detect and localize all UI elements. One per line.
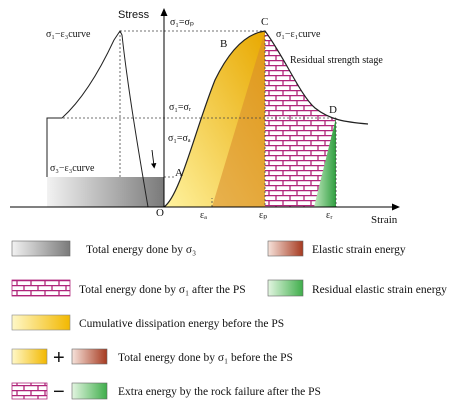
y-axis-label: Stress [118, 9, 150, 21]
guide-lines [47, 30, 337, 207]
legend-label-brick: Total energy done by σ₁ after the PS [79, 284, 246, 296]
point-b-label: B [220, 38, 227, 50]
elastic-strain-area [212, 31, 265, 207]
plus-symbol: + [53, 347, 65, 369]
tick-epsilon-p: εₚ [259, 210, 267, 221]
x-axis-label: Strain [371, 214, 398, 226]
legend-label-brick-minus-green: Extra energy by the rock failure after t… [118, 386, 321, 398]
sigma-r-label: σ₁=σᵣ [169, 102, 192, 113]
legend-swatch-yellow [11, 314, 71, 331]
legend-swatch-brick [11, 279, 71, 297]
legend-label-yellow: Cumulative dissipation energy before the… [79, 318, 284, 330]
tick-epsilon-a: εₐ [200, 210, 207, 221]
origin-label: O [156, 207, 164, 219]
legend-swatch-red-2 [71, 348, 108, 365]
legend-swatch-grey [11, 240, 71, 257]
sigma-a-arrow [150, 149, 157, 169]
legend-swatch-brick-2 [11, 382, 48, 400]
sigma-peak-label: σ₁=σₚ [170, 17, 194, 28]
residual-stage-label: Residual strength stage [290, 55, 383, 66]
sigma-a-label: σ₁=σₐ [168, 133, 191, 144]
point-a-label: A [175, 167, 183, 179]
minus-symbol: − [53, 381, 65, 403]
sigma1-epsilon3-curve [46, 30, 164, 208]
right-curve-label: σ₁−ε₁curve [276, 29, 321, 40]
point-d-label: D [329, 104, 337, 116]
legend: Total energy done by σ₃ Elastic strain e… [11, 240, 447, 403]
lower-left-curve-label: σ₃−ε₃curve [50, 163, 95, 174]
legend-swatch-green [267, 279, 304, 297]
left-curve-label: σ₁−ε₃curve [46, 29, 91, 40]
legend-label-grey: Total energy done by σ₃ [86, 244, 196, 256]
y-axis-arrow [160, 8, 168, 16]
tick-epsilon-r: εᵣ [326, 210, 333, 221]
point-c-label: C [261, 16, 268, 28]
legend-label-green: Residual elastic strain energy [312, 284, 447, 296]
brick-area-after-ps [265, 31, 336, 207]
legend-label-red: Elastic strain energy [312, 244, 406, 256]
green-residual-area [314, 118, 336, 207]
plot-area: Stress Strain O σ₁=σₚ σ₁=σᵣ σ₁=σₐ σ₁−ε₃c… [10, 8, 400, 226]
x-axis-arrow [392, 203, 400, 211]
sigma1-epsilon1-curve [163, 30, 369, 208]
legend-swatch-red [267, 240, 304, 257]
legend-label-yellow-plus-red: Total energy done by σ₁ before the PS [118, 352, 293, 364]
legend-swatch-green-2 [71, 382, 108, 400]
legend-swatch-yellow-2 [11, 348, 48, 365]
grey-sigma3-area [47, 177, 164, 207]
